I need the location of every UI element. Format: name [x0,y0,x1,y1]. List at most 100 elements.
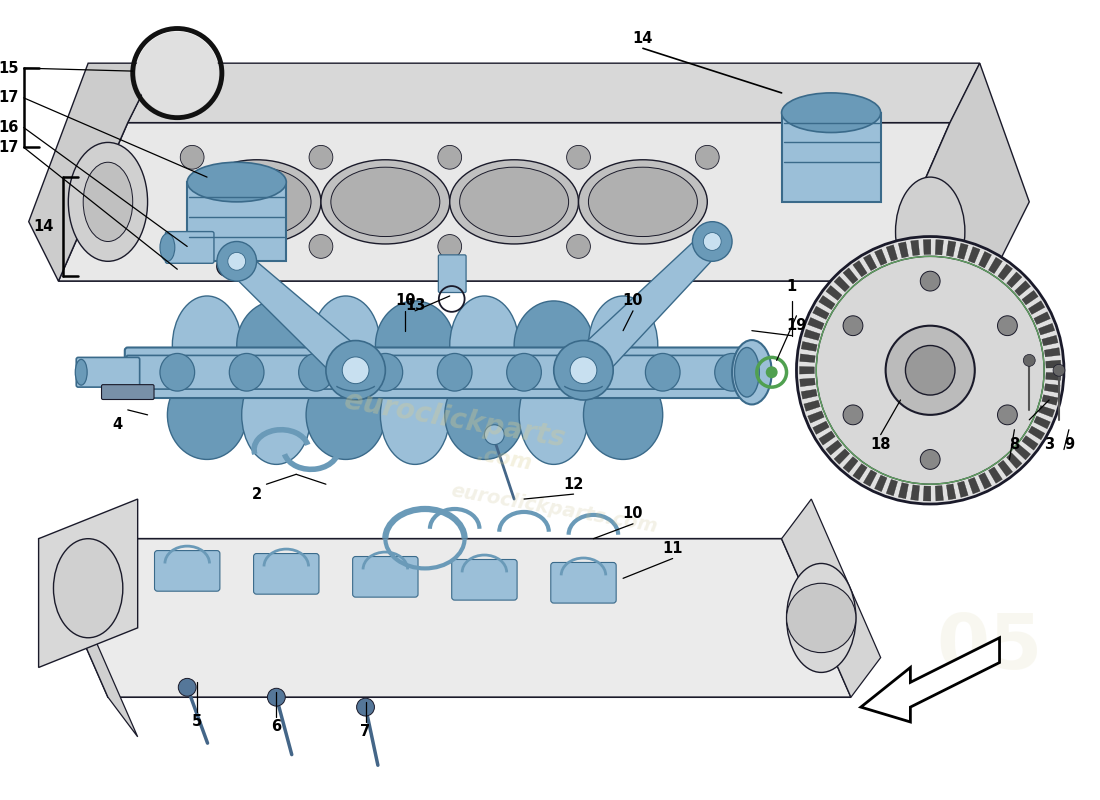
Text: 1: 1 [786,278,796,294]
Circle shape [905,346,955,395]
Polygon shape [874,249,887,266]
Polygon shape [1044,384,1060,393]
Ellipse shape [331,167,440,237]
Polygon shape [1038,406,1055,418]
Circle shape [796,237,1064,504]
Polygon shape [1042,394,1058,406]
Polygon shape [58,122,950,281]
Text: 17: 17 [0,140,19,155]
Polygon shape [957,481,968,498]
Polygon shape [881,63,1030,341]
Ellipse shape [588,167,697,237]
FancyBboxPatch shape [438,255,466,293]
Ellipse shape [450,296,519,395]
Text: 17: 17 [0,90,19,106]
Ellipse shape [160,354,195,391]
Polygon shape [852,261,867,277]
Circle shape [178,678,196,696]
Polygon shape [1022,290,1038,305]
Polygon shape [228,252,368,384]
Text: 14: 14 [33,219,54,234]
Ellipse shape [514,301,593,390]
Polygon shape [911,240,920,256]
Polygon shape [818,295,835,310]
Polygon shape [807,411,824,423]
Ellipse shape [160,234,175,262]
Ellipse shape [715,354,749,391]
Text: 11: 11 [662,541,683,556]
Text: 05: 05 [936,610,1043,685]
Polygon shape [1014,281,1031,296]
FancyBboxPatch shape [165,231,214,263]
Text: 6: 6 [272,719,282,734]
Polygon shape [1014,445,1031,460]
FancyBboxPatch shape [452,559,517,600]
Text: 16: 16 [0,120,19,135]
Ellipse shape [588,296,658,395]
Ellipse shape [236,301,316,390]
Polygon shape [29,63,157,281]
Ellipse shape [507,354,541,391]
Ellipse shape [735,347,759,397]
Circle shape [438,146,462,169]
Ellipse shape [202,167,311,237]
Polygon shape [989,467,1002,483]
Polygon shape [1028,301,1045,314]
Polygon shape [834,449,849,464]
Polygon shape [39,538,138,737]
Text: 12: 12 [563,477,584,492]
Circle shape [886,326,975,415]
Text: euroclickparts: euroclickparts [342,386,568,453]
Ellipse shape [229,354,264,391]
Text: 9: 9 [1064,437,1074,452]
Ellipse shape [321,160,450,244]
Polygon shape [800,378,815,386]
Polygon shape [1022,436,1038,450]
Polygon shape [1046,373,1060,380]
Circle shape [356,698,374,716]
Polygon shape [800,366,814,374]
Ellipse shape [192,160,321,244]
Polygon shape [39,538,851,697]
Polygon shape [968,478,980,494]
Polygon shape [1006,272,1022,288]
Circle shape [843,316,862,336]
Ellipse shape [460,167,569,237]
Polygon shape [826,440,842,455]
Ellipse shape [579,160,707,244]
Circle shape [342,357,369,384]
Polygon shape [818,431,835,445]
Circle shape [703,233,722,250]
Text: 14: 14 [632,31,653,46]
Text: 4: 4 [113,418,123,432]
Polygon shape [1038,323,1055,335]
Ellipse shape [242,366,311,464]
Circle shape [180,234,204,258]
Circle shape [326,341,385,400]
Polygon shape [899,242,909,258]
Ellipse shape [450,160,579,244]
Polygon shape [979,251,991,268]
Polygon shape [782,499,881,697]
Polygon shape [807,318,824,330]
Polygon shape [834,276,849,292]
FancyBboxPatch shape [353,557,418,597]
Polygon shape [804,400,821,411]
Ellipse shape [786,563,856,673]
Text: 5: 5 [192,714,202,730]
Ellipse shape [75,359,87,385]
Ellipse shape [733,340,772,405]
Ellipse shape [54,538,123,638]
Polygon shape [874,475,887,492]
Polygon shape [989,258,1002,274]
FancyBboxPatch shape [76,358,140,387]
Text: 3: 3 [1044,437,1054,452]
Polygon shape [923,239,931,254]
Polygon shape [946,484,956,500]
FancyBboxPatch shape [254,554,319,594]
Ellipse shape [299,354,333,391]
Ellipse shape [84,162,133,242]
Text: 2: 2 [252,486,262,502]
Polygon shape [852,464,867,480]
Polygon shape [968,246,980,263]
